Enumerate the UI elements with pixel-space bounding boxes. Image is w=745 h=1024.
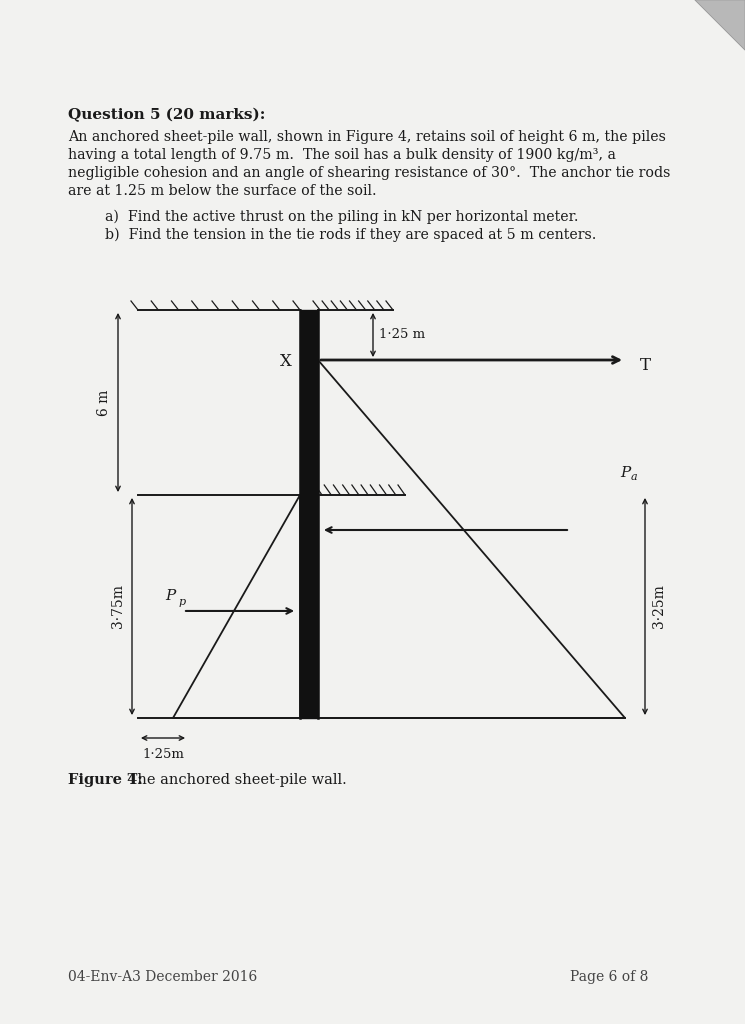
- Text: 3·75m: 3·75m: [111, 585, 125, 629]
- Text: 04-Env-A3 December 2016: 04-Env-A3 December 2016: [68, 970, 257, 984]
- Text: 1·25m: 1·25m: [142, 748, 184, 761]
- Text: Question 5 (20 marks):: Question 5 (20 marks):: [68, 108, 265, 122]
- Text: Page 6 of 8: Page 6 of 8: [570, 970, 648, 984]
- Text: The anchored sheet-pile wall.: The anchored sheet-pile wall.: [123, 773, 346, 787]
- Text: b)  Find the tension in the tie rods if they are spaced at 5 m centers.: b) Find the tension in the tie rods if t…: [105, 228, 597, 243]
- Text: p: p: [179, 597, 186, 607]
- Text: X: X: [280, 353, 292, 371]
- Text: 1·25 m: 1·25 m: [379, 329, 425, 341]
- Text: are at 1.25 m below the surface of the soil.: are at 1.25 m below the surface of the s…: [68, 184, 377, 198]
- Text: T: T: [640, 356, 651, 374]
- Text: a)  Find the active thrust on the piling in kN per horizontal meter.: a) Find the active thrust on the piling …: [105, 210, 579, 224]
- Text: negligible cohesion and an angle of shearing resistance of 30°.  The anchor tie : negligible cohesion and an angle of shea…: [68, 166, 670, 180]
- Polygon shape: [695, 0, 745, 50]
- Text: P: P: [165, 589, 175, 603]
- Text: having a total length of 9.75 m.  The soil has a bulk density of 1900 kg/m³, a: having a total length of 9.75 m. The soi…: [68, 148, 616, 162]
- Text: 3·25m: 3·25m: [652, 585, 666, 629]
- Text: P: P: [620, 466, 630, 480]
- Text: Figure 4:: Figure 4:: [68, 773, 143, 787]
- Text: a: a: [631, 472, 638, 482]
- Text: An anchored sheet-pile wall, shown in Figure 4, retains soil of height 6 m, the : An anchored sheet-pile wall, shown in Fi…: [68, 130, 666, 144]
- Text: 6 m: 6 m: [97, 389, 111, 416]
